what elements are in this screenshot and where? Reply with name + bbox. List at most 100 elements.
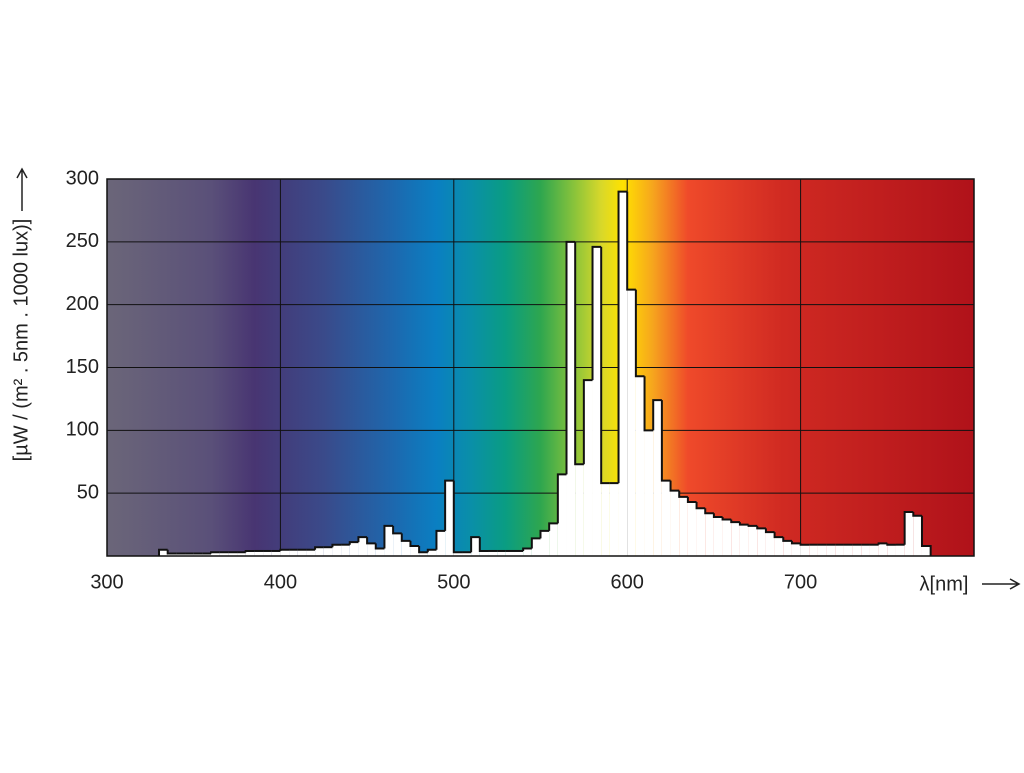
bar-edge — [626, 191, 636, 291]
bar — [297, 549, 307, 556]
bar-edge — [478, 537, 489, 552]
bar — [670, 490, 680, 556]
bar-edge — [348, 541, 359, 545]
bar-edge — [392, 525, 402, 535]
bar-edge — [730, 519, 740, 524]
bar — [696, 508, 706, 556]
bar-edge — [210, 551, 220, 554]
bar — [445, 480, 454, 556]
bar — [852, 544, 862, 556]
bar-edge — [591, 245, 602, 381]
bar — [263, 550, 272, 556]
bar-edge — [426, 548, 437, 553]
bar — [410, 545, 420, 556]
bar-edge — [383, 524, 394, 549]
x-axis-label: λ[nm] — [920, 573, 969, 595]
bar — [583, 380, 593, 556]
bar-edge — [444, 479, 454, 531]
x-axis-arrow — [982, 578, 1021, 590]
bar-edge — [686, 496, 697, 503]
bar-edge — [886, 543, 896, 546]
bar — [601, 483, 610, 556]
bar-edge — [903, 511, 914, 545]
bar — [913, 515, 922, 556]
bar-edge — [877, 542, 888, 545]
bar — [826, 544, 836, 556]
bar-edge — [634, 289, 645, 378]
plot-border — [106, 178, 975, 557]
bar-edge — [409, 540, 420, 547]
bar-edge — [721, 517, 732, 521]
y-axis-label: [µW / (m² . 5nm . 1000 lux)] — [10, 219, 32, 462]
bar — [895, 544, 905, 556]
bar — [878, 543, 888, 556]
bar-edge — [782, 537, 792, 542]
bar-edge — [452, 480, 463, 554]
bar — [254, 550, 264, 556]
bar — [514, 550, 524, 556]
bar-edge — [574, 241, 584, 466]
bar — [835, 544, 844, 556]
bar — [479, 550, 489, 556]
bar — [219, 552, 229, 556]
bar — [185, 553, 194, 556]
bar-edge — [314, 546, 324, 550]
y-tick-label: 150 — [66, 356, 99, 378]
bar — [488, 550, 498, 556]
bar-edge — [695, 501, 706, 510]
bar — [393, 533, 402, 556]
bar — [774, 537, 784, 556]
bar — [453, 552, 463, 556]
bar-edge — [400, 533, 411, 542]
bar — [332, 544, 342, 556]
bar — [731, 522, 740, 556]
bar-edge — [366, 537, 376, 545]
bar — [497, 550, 506, 556]
bar — [887, 544, 896, 556]
bar — [427, 549, 437, 556]
bar — [358, 537, 368, 556]
bar-edge — [418, 545, 428, 554]
bar-edge — [600, 246, 610, 485]
bar-edge — [374, 543, 385, 550]
bar — [800, 544, 810, 556]
bar-edge — [643, 376, 654, 432]
bar-edge — [470, 536, 480, 553]
bar — [765, 532, 775, 556]
bar-edge — [357, 536, 368, 543]
bar — [436, 530, 446, 556]
bar — [505, 550, 515, 556]
bar — [315, 547, 324, 556]
bar-edge — [522, 547, 532, 551]
x-tick-label: 700 — [784, 571, 817, 593]
bar — [679, 496, 688, 556]
bar-edge — [279, 548, 290, 551]
y-tick-label: 200 — [66, 293, 99, 315]
bar — [592, 246, 602, 557]
bar — [401, 540, 411, 556]
y-tick-label: 50 — [77, 481, 99, 503]
bar-edge — [652, 399, 662, 431]
bar-edge — [435, 529, 446, 550]
bar-edge — [660, 400, 671, 482]
bar — [644, 430, 654, 556]
bar-edge — [548, 522, 558, 531]
bar — [921, 545, 931, 556]
bar — [471, 537, 480, 556]
bar — [618, 191, 628, 557]
bar — [783, 540, 792, 556]
bar — [202, 553, 212, 556]
bar — [722, 519, 732, 556]
bar-edge — [530, 537, 541, 549]
bar — [341, 544, 350, 556]
bar — [367, 543, 376, 556]
bar — [523, 548, 532, 556]
bar — [575, 464, 584, 556]
bar — [635, 376, 645, 556]
bar-edge — [244, 549, 255, 553]
x-tick-label: 400 — [264, 571, 297, 593]
bar — [280, 549, 290, 556]
bar-edge — [790, 540, 801, 545]
bar-edge — [678, 490, 688, 498]
bar — [245, 550, 255, 556]
